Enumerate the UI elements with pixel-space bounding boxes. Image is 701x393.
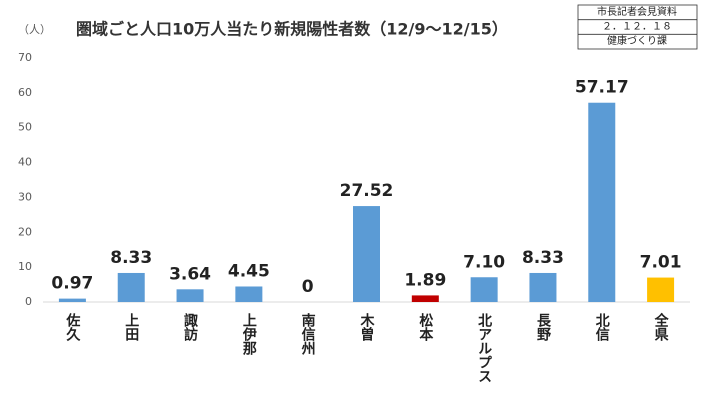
bar	[411, 295, 439, 302]
y-tick-label: 40	[18, 156, 32, 169]
header-box: 市長記者会見資料 ２．１２．１８ 健康づくり課	[577, 4, 698, 50]
bar	[353, 206, 380, 302]
y-axis-label: （人）	[18, 23, 51, 36]
value-label: 3.64	[169, 264, 211, 284]
box-frame	[577, 4, 698, 50]
x-tick-label: 北信	[594, 313, 610, 342]
value-label: 7.10	[463, 252, 505, 272]
bar	[117, 272, 145, 302]
bar	[58, 298, 86, 302]
bar	[470, 277, 498, 302]
bar	[588, 102, 616, 303]
x-tick-label: 長野	[535, 313, 551, 342]
y-tick-label: 70	[18, 51, 32, 64]
x-tick-label: 諏訪	[182, 312, 198, 342]
x-tick-label: 松本	[417, 312, 433, 342]
value-label: 27.52	[340, 181, 394, 201]
y-tick-label: 0	[25, 295, 32, 308]
x-tick-label: 北アルプス	[476, 313, 492, 383]
y-tick-label: 10	[18, 260, 32, 273]
x-tick-label: 上伊那	[241, 313, 258, 356]
value-label: 0	[302, 277, 314, 297]
value-label: 57.17	[575, 78, 629, 98]
y-tick-label: 20	[18, 225, 32, 238]
chart-title: 圏域ごと人口10万人当たり新規陽性者数（12/9～12/15）	[76, 20, 508, 39]
y-tick-label: 30	[18, 190, 32, 203]
value-label: 4.45	[228, 261, 270, 281]
value-label: 1.89	[404, 270, 446, 290]
bar	[176, 289, 204, 302]
x-tick-label: 木曽	[359, 312, 376, 341]
value-label: 8.33	[522, 248, 564, 268]
box-text: 市長記者会見資料	[597, 5, 677, 18]
box-text: 健康づくり課	[607, 34, 667, 47]
value-label: 7.01	[640, 253, 682, 273]
value-label: 0.97	[51, 274, 93, 294]
x-tick-label: 南信州	[300, 312, 317, 356]
x-tick-label: 佐久	[64, 312, 81, 342]
y-tick-label: 60	[18, 86, 32, 99]
x-tick-label: 上田	[123, 313, 139, 342]
bar	[529, 272, 557, 302]
x-tick-label: 全県	[653, 312, 670, 342]
value-label: 8.33	[110, 248, 152, 268]
bar	[647, 277, 675, 302]
y-tick-label: 50	[18, 121, 32, 134]
bar	[235, 286, 263, 302]
box-text: ２．１２．１８	[602, 22, 672, 33]
